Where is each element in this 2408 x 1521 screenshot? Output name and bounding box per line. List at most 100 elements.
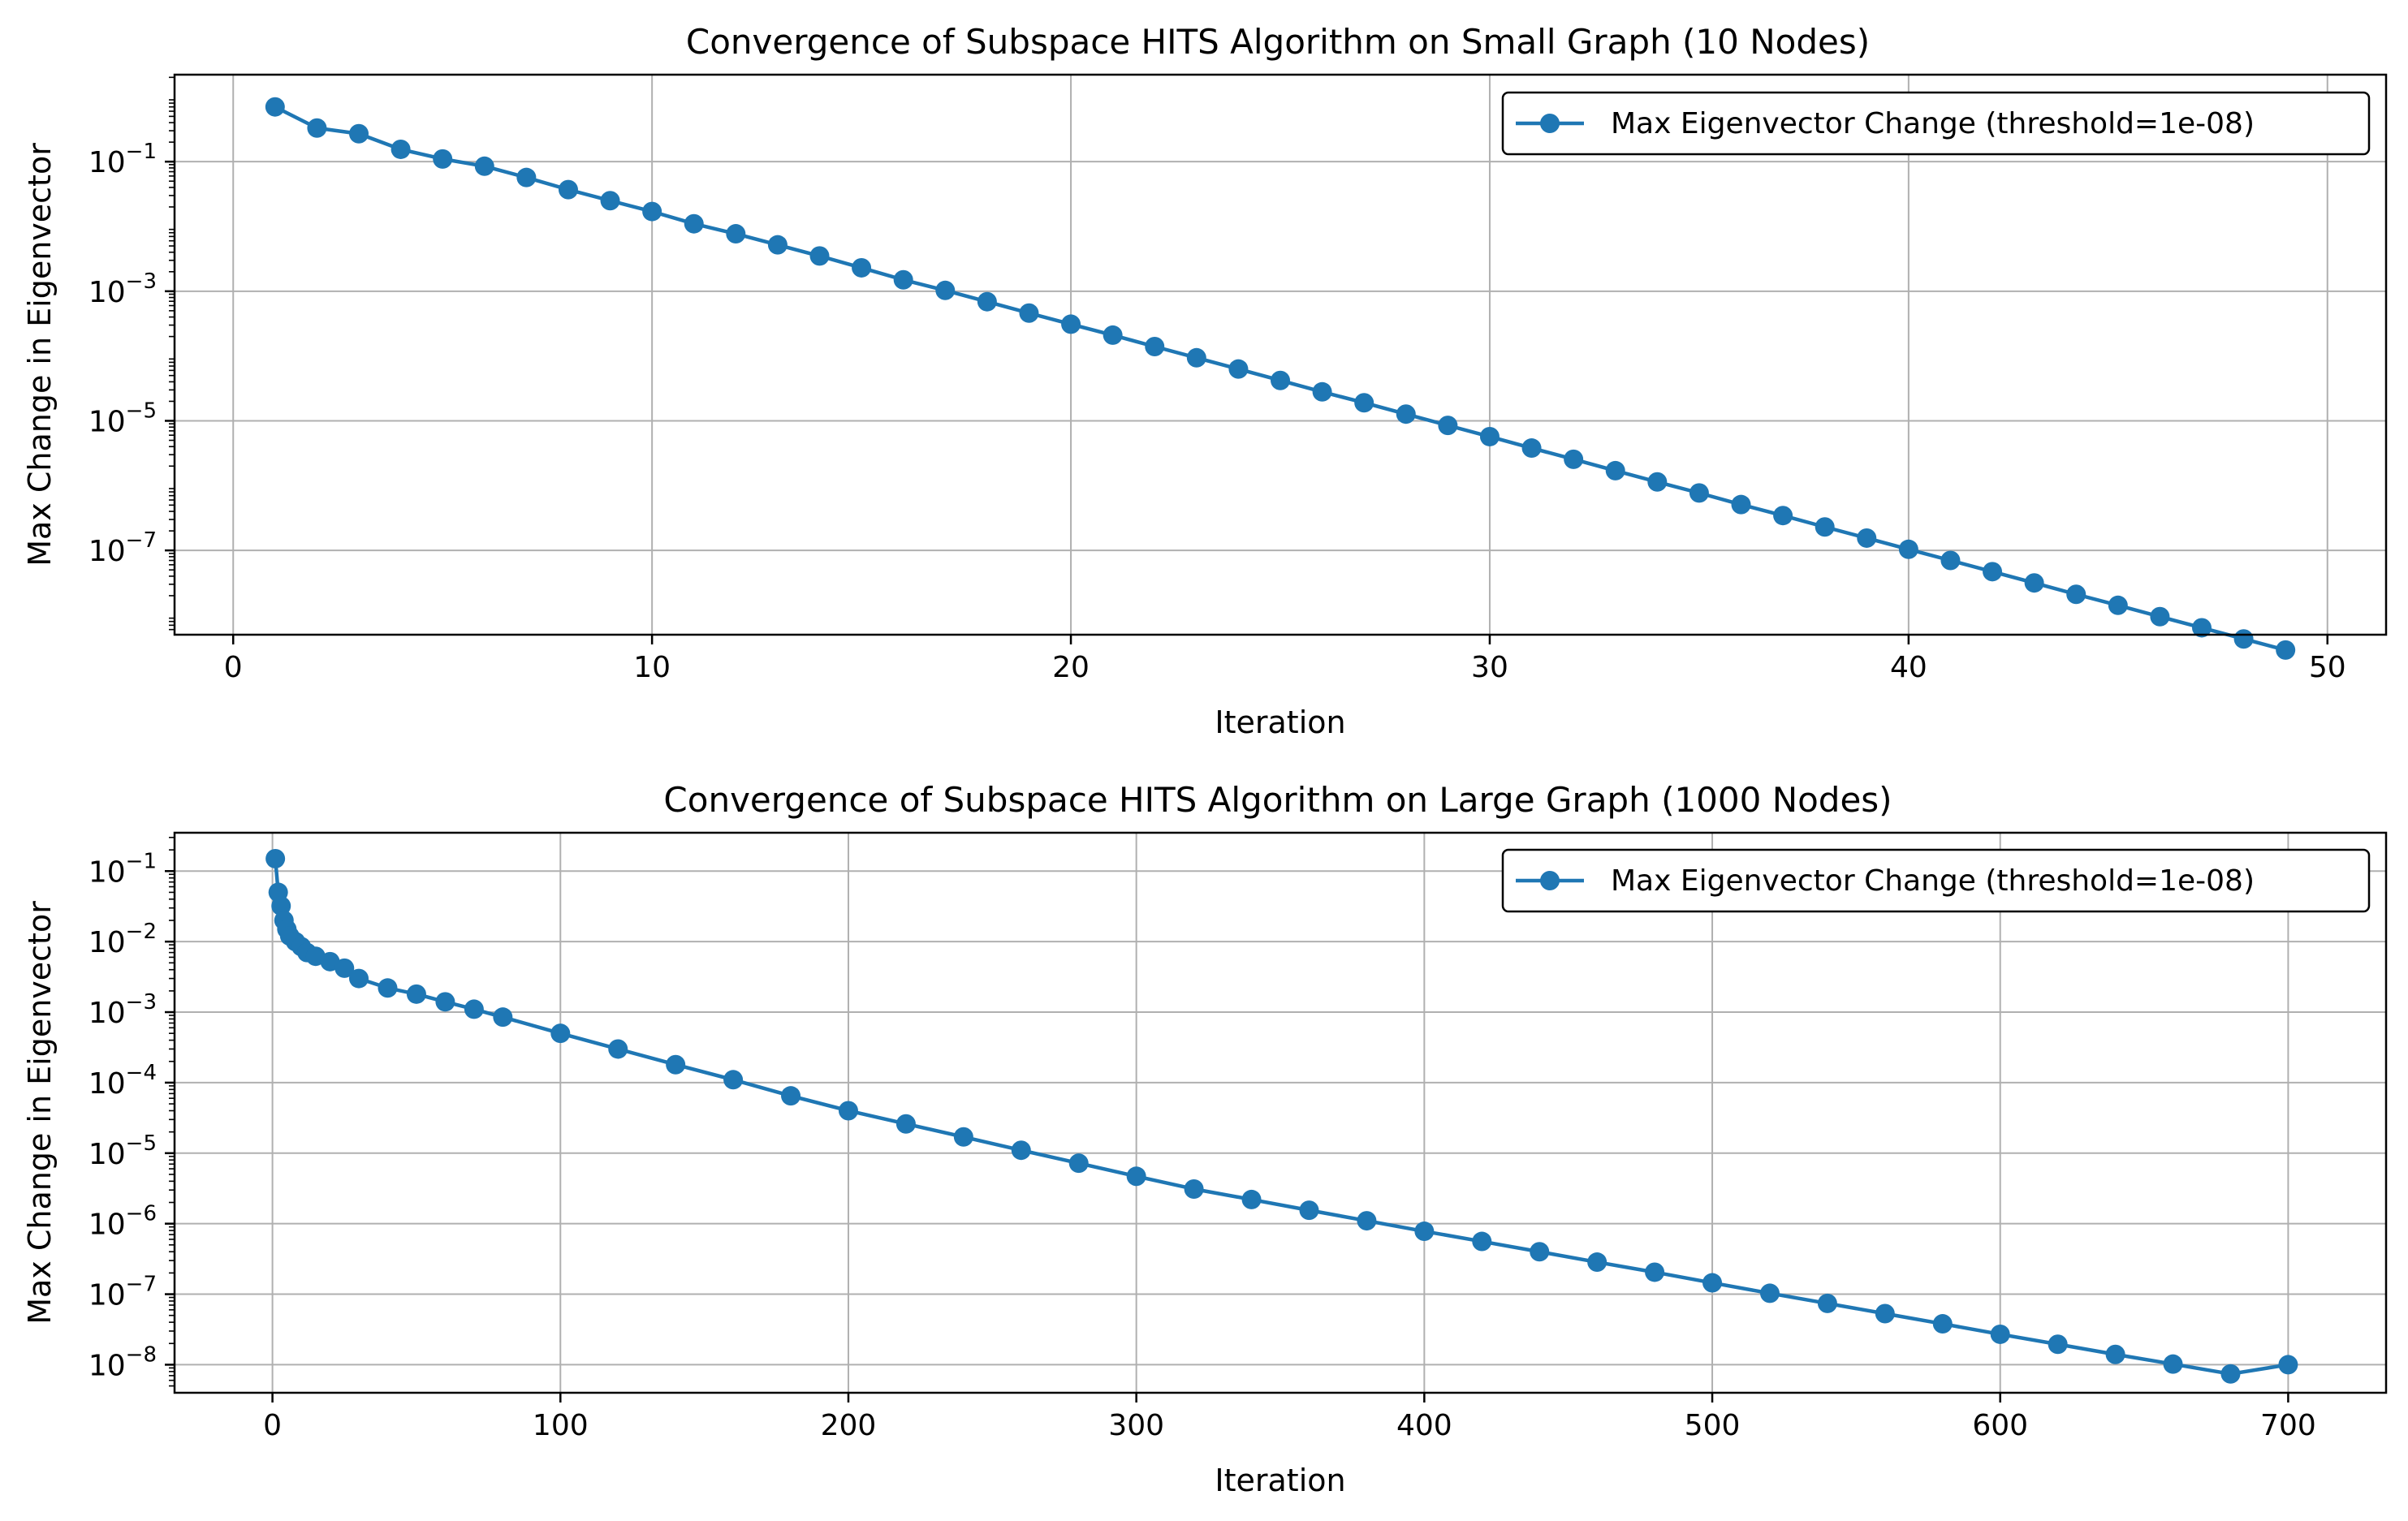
data-point: [1605, 460, 1625, 480]
data-point: [2278, 1355, 2298, 1375]
chart-panel-small-graph: Convergence of Subspace HITS Algorithm o…: [22, 22, 2388, 740]
data-point: [2150, 606, 2170, 627]
x-tick-label: 400: [1396, 1409, 1452, 1442]
data-point: [474, 156, 494, 176]
data-point: [378, 978, 398, 998]
data-point: [723, 1070, 744, 1090]
data-point: [406, 984, 426, 1004]
data-point: [726, 224, 746, 244]
x-tick-label: 0: [224, 651, 243, 684]
data-point: [307, 118, 327, 138]
data-point: [781, 1086, 801, 1106]
data-point: [1817, 1293, 1837, 1313]
data-point: [1773, 506, 1793, 526]
x-tick-label: 300: [1108, 1409, 1164, 1442]
data-point: [1228, 359, 1249, 379]
x-axis-ticks: 0 100 200 300 400 500 600 700: [263, 1393, 2316, 1442]
data-point: [1186, 347, 1206, 368]
y-tick-label: 10−5: [88, 399, 157, 438]
data-point: [852, 257, 872, 278]
data-point: [1312, 381, 1332, 402]
data-point: [1689, 483, 1709, 503]
data-point: [1011, 1140, 1031, 1161]
data-point: [2220, 1364, 2241, 1384]
y-tick-label: 10−4: [88, 1061, 157, 1101]
legend: Max Eigenvector Change (threshold=1e-08): [1501, 91, 2371, 156]
data-point: [1103, 325, 1123, 345]
data-point: [349, 123, 369, 144]
x-tick-label: 200: [821, 1409, 877, 1442]
x-tick-label: 10: [633, 651, 671, 684]
data-point: [1357, 1211, 1377, 1231]
data-point: [2024, 573, 2044, 593]
data-point: [895, 1114, 916, 1134]
legend-label: Max Eigenvector Change (threshold=1e-08): [1611, 107, 2255, 140]
x-tick-label: 600: [1972, 1409, 2028, 1442]
y-tick-label: 10−7: [88, 528, 157, 568]
data-point: [550, 1023, 571, 1044]
data-point: [2066, 584, 2087, 605]
data-point: [1299, 1200, 1319, 1221]
grid: [175, 75, 2386, 635]
y-tick-label: 10−2: [88, 920, 157, 959]
y-tick-label: 10−1: [88, 140, 157, 179]
data-point: [1857, 528, 1877, 548]
y-tick-label: 10−5: [88, 1131, 157, 1171]
data-point: [600, 191, 620, 211]
data-point: [433, 149, 453, 169]
data-point: [1530, 1242, 1550, 1262]
chart-panel-large-graph: Convergence of Subspace HITS Algorithm o…: [22, 780, 2388, 1498]
legend-marker-swatch: [1540, 114, 1560, 133]
data-point: [838, 1101, 858, 1121]
data-point: [767, 235, 788, 255]
data-point: [1932, 1314, 1953, 1334]
data-point: [2105, 1344, 2125, 1364]
x-axis-label: Iteration: [1215, 704, 1345, 740]
data-point: [1983, 562, 2003, 582]
data-point: [1940, 550, 1961, 571]
legend-frame: [1501, 91, 2371, 156]
y-axis-label: Max Change in Eigenvector: [22, 143, 58, 567]
data-point: [1587, 1252, 1607, 1273]
data-point: [809, 246, 830, 266]
data-point: [1898, 539, 1918, 559]
x-tick-label: 700: [2260, 1409, 2316, 1442]
data-point: [935, 280, 956, 300]
data-point: [2233, 629, 2254, 649]
data-point: [2108, 595, 2128, 615]
data-point: [265, 848, 286, 868]
data-point: [1815, 517, 1835, 537]
legend-marker-swatch: [1540, 871, 1560, 890]
legend-label: Max Eigenvector Change (threshold=1e-08): [1611, 864, 2255, 898]
chart-title: Convergence of Subspace HITS Algorithm o…: [686, 22, 1870, 62]
data-point: [893, 269, 913, 290]
data-point: [1479, 426, 1500, 446]
y-tick-label: 10−8: [88, 1342, 157, 1382]
data-point: [1759, 1283, 1780, 1303]
x-tick-label: 40: [1890, 651, 1927, 684]
x-axis-ticks: 0 10 20 30 40 50: [224, 635, 2346, 684]
data-point: [1019, 303, 1039, 323]
data-point: [2163, 1354, 2183, 1374]
chart-title: Convergence of Subspace HITS Algorithm o…: [663, 780, 1892, 820]
data-point: [666, 1054, 686, 1075]
x-tick-label: 500: [1685, 1409, 1741, 1442]
data-point: [684, 213, 704, 234]
y-axis-ticks: 10−1 10−3 10−5 10−7: [88, 76, 175, 631]
x-tick-label: 50: [2309, 651, 2346, 684]
x-axis-label: Iteration: [1215, 1463, 1345, 1498]
y-tick-label: 10−3: [88, 990, 157, 1030]
data-point: [1414, 1222, 1435, 1242]
data-point: [1645, 1262, 1665, 1282]
data-series: [265, 848, 2298, 1384]
data-point: [349, 968, 369, 989]
plot-frame: [173, 831, 2388, 1394]
data-point: [1731, 494, 1751, 515]
data-point: [1126, 1166, 1146, 1187]
data-point: [435, 992, 455, 1012]
data-point: [2048, 1334, 2068, 1355]
y-axis-label: Max Change in Eigenvector: [22, 901, 58, 1325]
data-point: [464, 999, 484, 1019]
